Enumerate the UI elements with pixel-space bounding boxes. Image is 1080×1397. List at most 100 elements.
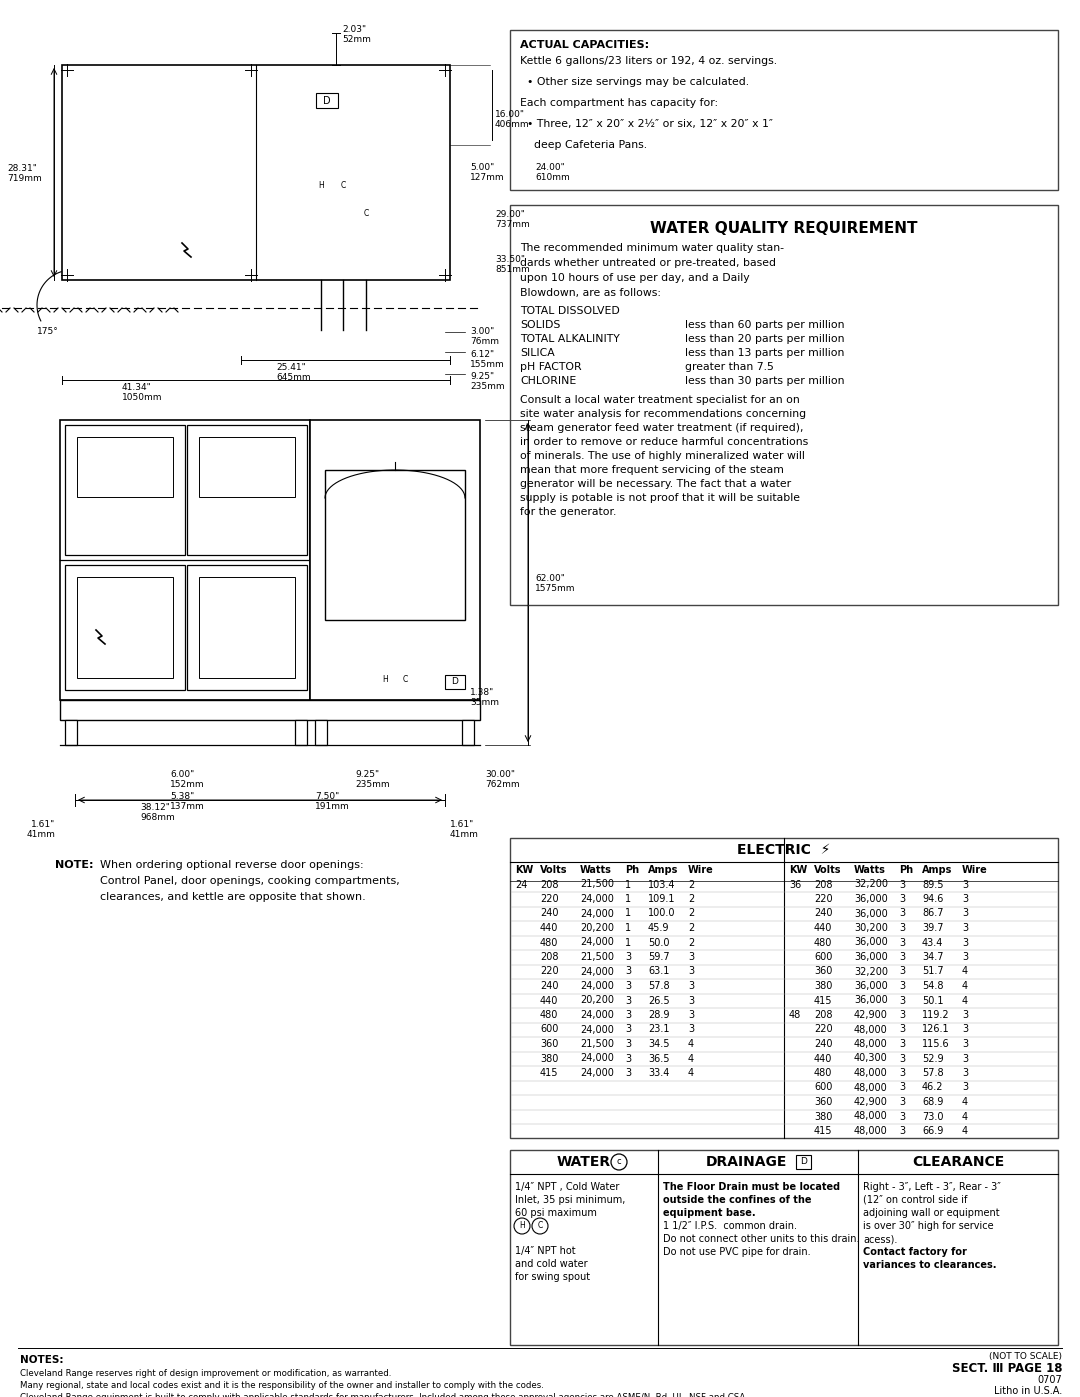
Text: 6.00"
152mm: 6.00" 152mm [170, 770, 204, 789]
Text: 3: 3 [962, 1053, 968, 1063]
Text: 360: 360 [814, 967, 833, 977]
Text: 3: 3 [899, 996, 905, 1006]
Text: 3: 3 [962, 923, 968, 933]
Text: 24,000: 24,000 [580, 908, 613, 918]
Text: 1: 1 [625, 937, 631, 947]
Text: H: H [319, 180, 324, 190]
Bar [65, 564, 185, 690]
Text: less than 13 parts per million: less than 13 parts per million [685, 348, 845, 358]
Text: 6.12"
155mm: 6.12" 155mm [470, 351, 504, 369]
Text: C: C [340, 180, 346, 190]
Text: 7.50"
191mm: 7.50" 191mm [315, 792, 350, 812]
Text: Inlet, 35 psi minimum,: Inlet, 35 psi minimum, [515, 1194, 625, 1206]
Text: 36,000: 36,000 [854, 981, 888, 990]
Text: 3: 3 [899, 1039, 905, 1049]
Text: 1 1/2″ I.P.S.  common drain.: 1 1/2″ I.P.S. common drain. [663, 1221, 797, 1231]
Text: 126.1: 126.1 [922, 1024, 949, 1035]
Text: 3: 3 [899, 880, 905, 890]
Text: (12″ on control side if: (12″ on control side if [863, 1194, 968, 1206]
Text: 480: 480 [814, 1067, 833, 1078]
Text: Right - 3″, Left - 3″, Rear - 3″: Right - 3″, Left - 3″, Rear - 3″ [863, 1182, 1001, 1192]
Text: adjoining wall or equipment: adjoining wall or equipment [863, 1208, 1000, 1218]
Bar [77, 437, 173, 497]
Text: 34.7: 34.7 [922, 951, 944, 963]
Text: 3: 3 [899, 1112, 905, 1122]
Text: 440: 440 [540, 923, 558, 933]
Text: 3: 3 [625, 981, 631, 990]
Text: 2: 2 [688, 937, 694, 947]
Text: 24,000: 24,000 [580, 1053, 613, 1063]
Bar [199, 437, 295, 497]
Bar [310, 420, 480, 700]
Bar [316, 94, 338, 108]
Text: 3: 3 [962, 894, 968, 904]
Text: 3: 3 [625, 951, 631, 963]
Text: 36,000: 36,000 [854, 937, 888, 947]
Text: 45.9: 45.9 [648, 923, 670, 933]
Text: 1.61"
41mm: 1.61" 41mm [450, 820, 478, 840]
Text: 3: 3 [625, 1024, 631, 1035]
Text: C: C [538, 1221, 542, 1231]
Text: 3: 3 [899, 1053, 905, 1063]
Text: supply is potable is not proof that it will be suitable: supply is potable is not proof that it w… [519, 493, 800, 503]
Text: 220: 220 [814, 894, 833, 904]
Text: D: D [451, 678, 458, 686]
Text: Ph: Ph [899, 865, 913, 875]
Text: 3: 3 [688, 996, 694, 1006]
Text: 32,200: 32,200 [854, 967, 888, 977]
Text: 3: 3 [899, 937, 905, 947]
Text: 24,000: 24,000 [580, 981, 613, 990]
Text: Many regional, state and local codes exist and it is the responsibility of the o: Many regional, state and local codes exi… [21, 1382, 544, 1390]
Text: 3: 3 [688, 981, 694, 990]
Text: is over 30″ high for service: is over 30″ high for service [863, 1221, 994, 1231]
Text: NOTES:: NOTES: [21, 1355, 64, 1365]
Text: 36: 36 [789, 880, 801, 890]
Text: 1/4″ NPT hot: 1/4″ NPT hot [515, 1246, 576, 1256]
Text: 220: 220 [540, 894, 558, 904]
Bar [510, 205, 1058, 605]
Text: 46.2: 46.2 [922, 1083, 944, 1092]
Text: 24.00"
610mm: 24.00" 610mm [535, 163, 570, 183]
Text: site water analysis for recommendations concerning: site water analysis for recommendations … [519, 409, 806, 419]
Text: D: D [323, 95, 330, 106]
Text: 1: 1 [625, 923, 631, 933]
Text: less than 20 parts per million: less than 20 parts per million [685, 334, 845, 344]
Text: 66.9: 66.9 [922, 1126, 943, 1136]
Bar [462, 719, 474, 745]
Text: 20,200: 20,200 [580, 996, 615, 1006]
Text: 24,000: 24,000 [580, 1010, 613, 1020]
Text: deep Cafeteria Pans.: deep Cafeteria Pans. [519, 140, 647, 149]
Text: 48,000: 48,000 [854, 1024, 888, 1035]
Text: 208: 208 [540, 951, 558, 963]
Text: less than 30 parts per million: less than 30 parts per million [685, 376, 845, 386]
Text: 3: 3 [899, 1083, 905, 1092]
Text: of minerals. The use of highly mineralized water will: of minerals. The use of highly mineraliz… [519, 451, 805, 461]
Text: Do not connect other units to this drain.: Do not connect other units to this drain… [663, 1234, 860, 1243]
Text: 28.31"
719mm: 28.31" 719mm [6, 163, 42, 183]
Text: Volts: Volts [814, 865, 841, 875]
Text: 3: 3 [625, 1010, 631, 1020]
Text: Consult a local water treatment specialist for an on: Consult a local water treatment speciali… [519, 395, 800, 405]
Text: 480: 480 [540, 937, 558, 947]
Text: 3: 3 [899, 1097, 905, 1106]
Text: 115.6: 115.6 [922, 1039, 949, 1049]
Bar [60, 700, 480, 719]
Text: 1: 1 [625, 880, 631, 890]
Text: 1: 1 [625, 894, 631, 904]
Text: 3: 3 [625, 1039, 631, 1049]
Text: 26.5: 26.5 [648, 996, 670, 1006]
Text: CLEARANCE: CLEARANCE [912, 1155, 1004, 1169]
Text: 59.7: 59.7 [648, 951, 670, 963]
Text: Wire: Wire [962, 865, 988, 875]
Text: 42,900: 42,900 [854, 1097, 888, 1106]
Text: dards whether untreated or pre-treated, based: dards whether untreated or pre-treated, … [519, 258, 777, 268]
Text: 3: 3 [688, 1010, 694, 1020]
Text: 3: 3 [962, 1083, 968, 1092]
Text: 1.61"
41mm: 1.61" 41mm [26, 820, 55, 840]
Text: 3: 3 [625, 1067, 631, 1078]
Text: C: C [403, 676, 407, 685]
Text: 3: 3 [899, 1126, 905, 1136]
Text: 43.4: 43.4 [922, 937, 943, 947]
Text: 4: 4 [962, 1112, 968, 1122]
Text: 24,000: 24,000 [580, 937, 613, 947]
